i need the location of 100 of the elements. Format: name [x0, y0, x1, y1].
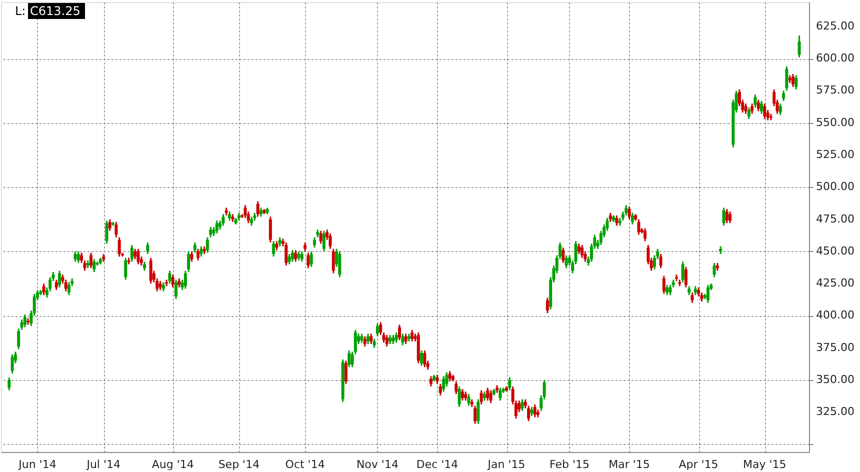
candlestick — [690, 292, 694, 304]
candlestick — [300, 250, 304, 262]
candlestick — [268, 216, 272, 244]
candlestick — [67, 282, 70, 296]
candlestick — [256, 200, 260, 218]
y-tick-label: 525.00 — [816, 148, 854, 161]
candlestick — [118, 236, 121, 258]
x-tick-label: Oct '14 — [285, 458, 325, 471]
candlestick — [794, 74, 798, 90]
candlestick — [546, 296, 549, 314]
y-tick-label: 400.00 — [816, 308, 854, 322]
candlestick — [533, 404, 536, 418]
x-tick-label: Jun '14 — [18, 458, 56, 471]
candlestick — [306, 252, 310, 269]
candlestick — [782, 90, 786, 102]
y-tick-label: 600.00 — [816, 52, 854, 65]
x-tick-label: Nov '14 — [356, 458, 398, 471]
candlestick — [130, 244, 134, 262]
candlestick — [747, 106, 750, 120]
candlestick — [577, 242, 580, 255]
candlestick — [149, 257, 152, 284]
candlestick — [64, 278, 68, 292]
candlestick — [480, 390, 483, 406]
x-tick-label: Sep '14 — [218, 458, 260, 471]
candlestick — [184, 270, 187, 290]
candlestick — [666, 284, 669, 296]
x-tick-label: May '15 — [743, 458, 786, 471]
candlestick — [460, 388, 464, 402]
candlestick — [322, 230, 326, 252]
candlestick — [54, 278, 58, 291]
candlestick — [363, 336, 366, 348]
candlestick — [527, 404, 530, 422]
candlestick — [438, 383, 442, 396]
y-tick-label: 350.00 — [816, 373, 854, 386]
candlestick — [706, 284, 710, 304]
candlestick — [171, 274, 174, 288]
candlestick — [108, 218, 112, 232]
candlestick — [187, 250, 190, 273]
candlestick — [209, 226, 212, 238]
candlestick — [442, 375, 446, 392]
candlestick — [376, 322, 379, 338]
candlestick — [644, 228, 647, 242]
candlestick — [8, 376, 11, 392]
candlestick — [681, 260, 684, 284]
candlestick — [401, 332, 404, 346]
candlestick — [174, 278, 178, 300]
candlestick — [628, 206, 631, 220]
y-tick-label: 500.00 — [816, 180, 854, 194]
y-tick-label: 475.00 — [816, 212, 854, 226]
candlestick — [423, 350, 426, 368]
candlestick — [458, 386, 461, 408]
candlestick — [124, 257, 128, 280]
candlestick — [200, 246, 203, 258]
candlestick — [410, 329, 414, 342]
x-tick-label: Mar '15 — [608, 458, 650, 471]
candlestick — [684, 266, 688, 288]
candlestick — [445, 372, 448, 388]
candlestick — [23, 314, 26, 328]
candlestick — [562, 246, 565, 264]
candlestick — [580, 244, 584, 259]
candlestick — [659, 253, 662, 269]
candlestick — [448, 370, 452, 382]
candlestick — [310, 250, 313, 268]
candlestick — [394, 332, 398, 344]
candlestick — [760, 100, 764, 115]
candlestick — [778, 102, 782, 116]
candlestick — [785, 66, 788, 92]
candlestick — [146, 242, 150, 255]
candlestick — [366, 332, 370, 345]
candlestick — [712, 262, 716, 278]
candlestick — [193, 242, 196, 254]
candlestick — [58, 270, 62, 288]
candlestick — [272, 240, 276, 258]
x-tick-label: Jan '15 — [486, 458, 526, 471]
candlestick — [344, 360, 348, 385]
candlestick — [662, 275, 666, 295]
candlestick — [206, 236, 209, 254]
candlestick — [498, 386, 502, 402]
candlestick — [763, 102, 766, 120]
candlestick — [744, 102, 748, 115]
candlestick — [630, 212, 634, 226]
candlestick — [474, 404, 477, 424]
candlestick — [489, 390, 492, 404]
candlestick — [518, 400, 521, 413]
candlestick — [338, 250, 342, 278]
candlestick — [429, 375, 432, 388]
candlestick — [74, 250, 77, 262]
candlestick — [370, 332, 373, 345]
x-tick-label: Aug '14 — [152, 458, 194, 471]
candlestick — [89, 252, 92, 269]
candlestick — [105, 220, 108, 244]
y-tick-label: 425.00 — [816, 276, 854, 290]
candlestick — [756, 98, 760, 112]
candlestick — [92, 258, 96, 273]
candlestick — [319, 230, 322, 244]
candlestick — [476, 398, 480, 424]
candlestick — [114, 221, 118, 238]
candlestick — [624, 204, 628, 216]
candlestick — [385, 334, 388, 348]
candlestick — [42, 282, 46, 296]
